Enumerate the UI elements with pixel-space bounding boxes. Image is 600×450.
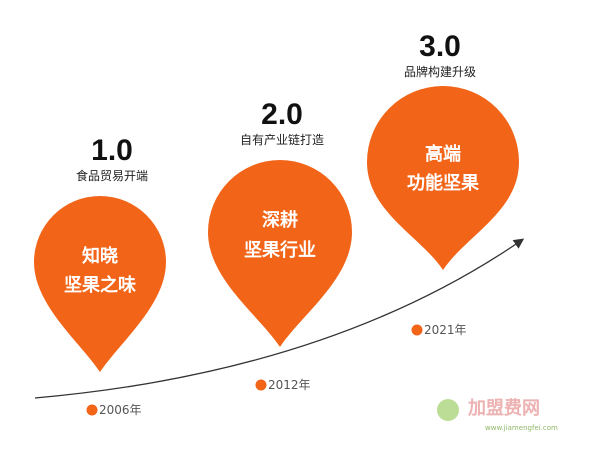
year-dot xyxy=(86,404,98,416)
stage-drop xyxy=(208,160,352,347)
year-label: 2006年 xyxy=(99,403,142,417)
stage-version: 1.0 xyxy=(91,134,133,167)
stage-version: 3.0 xyxy=(419,30,461,63)
watermark: 加盟费网 www.jiamengfei.com xyxy=(437,398,558,432)
stage-label: 深耕 xyxy=(262,209,298,231)
year-label: 2021年 xyxy=(424,323,467,337)
watermark-name: 加盟费网 xyxy=(467,398,540,419)
stage-subtitle: 自有产业链打造 xyxy=(240,132,324,147)
stage-subtitle: 品牌构建升级 xyxy=(404,64,476,79)
stage-label: 坚果行业 xyxy=(244,239,316,261)
stage-label: 坚果之味 xyxy=(64,274,136,296)
watermark-url: www.jiamengfei.com xyxy=(485,424,558,432)
stage-label: 知晓 xyxy=(82,245,118,267)
stage-drop xyxy=(367,86,519,270)
year-dot xyxy=(255,379,267,391)
year-dot xyxy=(411,324,423,336)
stage-label: 高端 xyxy=(425,143,461,165)
watermark-icon xyxy=(437,399,459,421)
growth-arrow xyxy=(34,238,525,399)
stage-drop xyxy=(34,196,166,372)
year-label: 2012年 xyxy=(268,378,311,392)
stage-subtitle: 食品贸易开端 xyxy=(76,168,148,183)
stage-version: 2.0 xyxy=(261,98,303,131)
stage-label: 功能坚果 xyxy=(407,172,480,194)
